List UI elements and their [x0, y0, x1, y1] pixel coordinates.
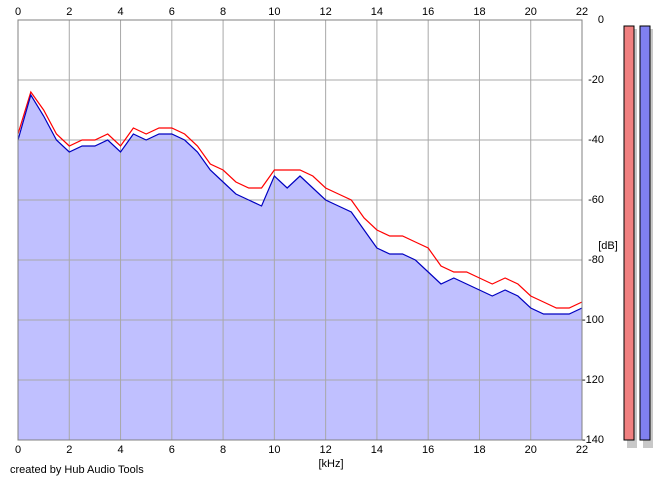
x-tick-label: 2 [66, 444, 72, 456]
y-axis-label: [dB] [598, 240, 618, 252]
x-tick-label: 16 [422, 444, 434, 456]
x-tick-label: 4 [117, 444, 123, 456]
x-tick-label-top: 2 [66, 6, 72, 18]
x-tick-label-top: 12 [320, 6, 332, 18]
x-tick-label-top: 18 [473, 6, 485, 18]
x-tick-label: 14 [371, 444, 383, 456]
level-meter [639, 25, 651, 441]
x-tick-label-top: 6 [169, 6, 175, 18]
level-meter [623, 25, 635, 441]
x-tick-label: 22 [576, 444, 588, 456]
area-fill [18, 95, 582, 440]
x-tick-label: 18 [473, 444, 485, 456]
x-tick-label-top: 22 [576, 6, 588, 18]
y-tick-label: -140 [582, 434, 604, 446]
x-tick-label: 20 [525, 444, 537, 456]
footer: created by Hub Audio Tools [10, 464, 144, 476]
series-line [17, 93, 583, 315]
y-tick-label: -60 [588, 194, 604, 206]
x-tick-label-top: 8 [220, 6, 226, 18]
x-tick-label-top: 4 [117, 6, 123, 18]
x-axis-label: [kHz] [318, 458, 343, 470]
x-tick-label-top: 0 [15, 6, 21, 18]
x-tick-label-top: 16 [422, 6, 434, 18]
x-tick-label: 8 [220, 444, 226, 456]
y-tick-label: 0 [598, 14, 604, 26]
plot-border [17, 19, 583, 441]
x-tick-label: 12 [320, 444, 332, 456]
x-tick-label-top: 14 [371, 6, 383, 18]
x-tick-label: 0 [15, 444, 21, 456]
x-tick-label: 6 [169, 444, 175, 456]
y-tick-label: -40 [588, 134, 604, 146]
y-tick-label: -100 [582, 314, 604, 326]
x-tick-label-top: 20 [525, 6, 537, 18]
x-tick-label: 10 [268, 444, 280, 456]
plot-layer: 002244668810101212141416161818202022220-… [15, 6, 604, 456]
y-tick-label: -120 [582, 374, 604, 386]
y-tick-label: -20 [588, 74, 604, 86]
x-tick-label-top: 10 [268, 6, 280, 18]
y-tick-label: -80 [588, 254, 604, 266]
series-line [17, 90, 583, 309]
